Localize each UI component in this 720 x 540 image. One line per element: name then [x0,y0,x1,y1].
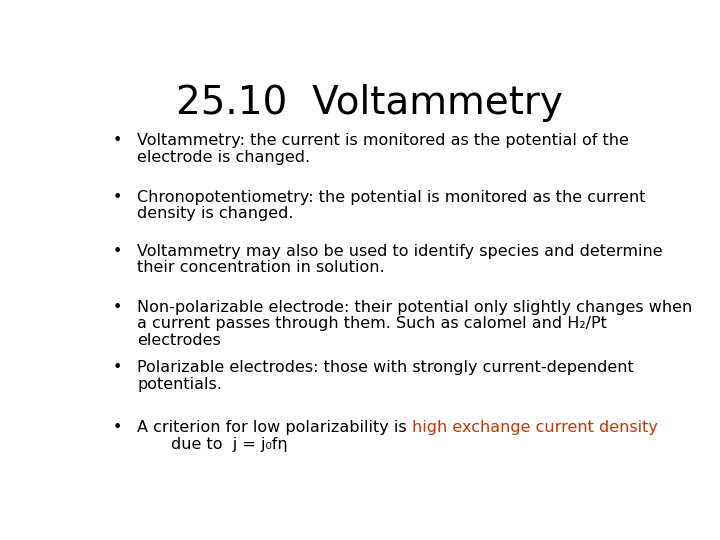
Text: Polarizable electrodes: those with strongly current-dependent: Polarizable electrodes: those with stron… [138,360,634,375]
Text: •: • [112,190,122,205]
Text: 25.10  Voltammetry: 25.10 Voltammetry [176,84,562,122]
Text: •: • [112,300,122,315]
Text: •: • [112,420,122,435]
Text: their concentration in solution.: their concentration in solution. [138,260,385,275]
Text: potentials.: potentials. [138,376,222,392]
Text: Voltammetry may also be used to identify species and determine: Voltammetry may also be used to identify… [138,244,663,259]
Text: •: • [112,244,122,259]
Text: Non-polarizable electrode: their potential only slightly changes when: Non-polarizable electrode: their potenti… [138,300,693,315]
Text: electrode is changed.: electrode is changed. [138,150,310,165]
Text: •: • [112,360,122,375]
Text: A criterion for low polarizability is: A criterion for low polarizability is [138,420,412,435]
Text: a current passes through them. Such as calomel and H₂/Pt: a current passes through them. Such as c… [138,316,607,332]
Text: Chronopotentiometry: the potential is monitored as the current: Chronopotentiometry: the potential is mo… [138,190,646,205]
Text: electrodes: electrodes [138,333,221,348]
Text: high exchange current density: high exchange current density [412,420,658,435]
Text: density is changed.: density is changed. [138,206,294,221]
Text: Voltammetry: the current is monitored as the potential of the: Voltammetry: the current is monitored as… [138,133,629,148]
Text: •: • [112,133,122,148]
Text: due to  j = j₀fη: due to j = j₀fη [171,437,287,452]
